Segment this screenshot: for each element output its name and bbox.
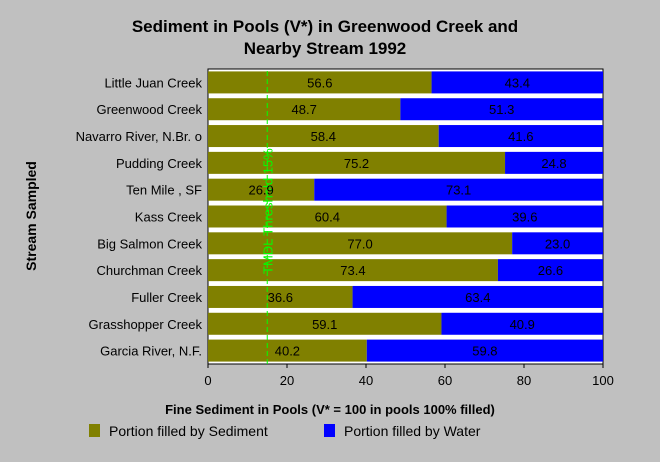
bar-value-label: 40.2 <box>275 344 300 359</box>
legend-label-water: Portion filled by Water <box>344 423 481 439</box>
category-label: Little Juan Creek <box>104 75 202 90</box>
bar-value-label: 51.3 <box>489 102 514 117</box>
bar-value-label: 36.6 <box>268 290 293 305</box>
bar-water <box>431 71 603 94</box>
bar-water <box>446 205 603 228</box>
bar-value-label: 40.9 <box>510 317 535 332</box>
bar-value-label: 24.8 <box>541 156 566 171</box>
bar-value-label: 63.4 <box>465 290 490 305</box>
bar-value-label: 60.4 <box>315 210 340 225</box>
bar-value-label: 58.4 <box>311 129 336 144</box>
bar-value-label: 75.2 <box>344 156 369 171</box>
bar-value-label: 41.6 <box>508 129 533 144</box>
bar-sediment <box>208 125 439 148</box>
x-tick-label: 80 <box>517 373 531 388</box>
legend-swatch-sediment <box>89 424 100 437</box>
category-label: Garcia River, N.F. <box>100 344 202 359</box>
bar-value-label: 77.0 <box>347 236 372 251</box>
bar-sediment <box>208 259 498 282</box>
category-label: Kass Creek <box>135 210 203 225</box>
bar-value-label: 73.4 <box>340 263 365 278</box>
x-tick-label: 60 <box>438 373 452 388</box>
bar-value-label: 43.4 <box>505 75 530 90</box>
x-tick-label: 40 <box>359 373 373 388</box>
chart-title-line-1: Sediment in Pools (V*) in Greenwood Cree… <box>132 17 518 36</box>
bar-value-label: 26.9 <box>248 183 273 198</box>
bar-sediment <box>208 232 513 255</box>
bar-value-label: 48.7 <box>292 102 317 117</box>
bar-water <box>366 339 603 362</box>
bar-sediment <box>208 98 401 121</box>
bar-sediment <box>208 285 353 308</box>
bar-water <box>512 232 603 255</box>
category-label: Churchman Creek <box>97 263 203 278</box>
legend-swatch-water <box>324 424 335 437</box>
bar-water <box>400 98 603 121</box>
threshold-label: TMDL Threshold 15% <box>260 148 275 274</box>
legend: Portion filled by Sediment Portion fille… <box>89 423 481 439</box>
x-tick-label: 100 <box>592 373 614 388</box>
bar-sediment <box>208 71 432 94</box>
category-label: Fuller Creek <box>131 290 202 305</box>
category-label: Big Salmon Creek <box>97 236 202 251</box>
chart-title-line-2: Nearby Stream 1992 <box>244 39 407 58</box>
category-label: Greenwood Creek <box>97 102 203 117</box>
bar-value-label: 73.1 <box>446 183 471 198</box>
bar-sediment <box>208 339 367 362</box>
category-labels-group: Little Juan Creek Greenwood Creek Navarro … <box>76 75 203 358</box>
category-label: Pudding Creek <box>116 156 202 171</box>
bars-group <box>208 71 603 362</box>
category-label: Grasshopper Creek <box>89 317 203 332</box>
bar-value-label: 39.6 <box>512 210 537 225</box>
y-axis-label: Stream Sampled <box>23 161 39 271</box>
bar-water <box>497 259 603 282</box>
bar-value-label: 59.8 <box>472 344 497 359</box>
x-axis-label: Fine Sediment in Pools (V* = 100 in pool… <box>165 402 495 417</box>
legend-label-sediment: Portion filled by Sediment <box>109 423 268 439</box>
bar-sediment <box>208 178 315 201</box>
bar-water <box>505 151 603 174</box>
bar-water <box>314 178 603 201</box>
bar-value-label: 56.6 <box>307 75 332 90</box>
x-tick-label: 20 <box>280 373 294 388</box>
x-tick-label: 0 <box>204 373 211 388</box>
bar-value-label: 59.1 <box>312 317 337 332</box>
threshold-group: TMDL Threshold 15% <box>260 71 275 364</box>
category-label: Ten Mile , SF <box>126 183 202 198</box>
bar-sediment <box>208 312 442 335</box>
bar-sediment <box>208 151 506 174</box>
bar-water <box>438 125 603 148</box>
x-ticks-group: 0 20 40 60 80 100 <box>204 364 614 388</box>
category-label: Navarro River, N.Br. o <box>76 129 202 144</box>
bar-value-label: 23.0 <box>545 236 570 251</box>
bar-labels-group: 56.6 43.4 48.7 51.3 58.4 41.6 75.2 24.8 26.9 73.1… <box>248 75 570 358</box>
bar-water <box>441 312 603 335</box>
bar-value-label: 26.6 <box>538 263 563 278</box>
bar-water <box>352 285 603 308</box>
